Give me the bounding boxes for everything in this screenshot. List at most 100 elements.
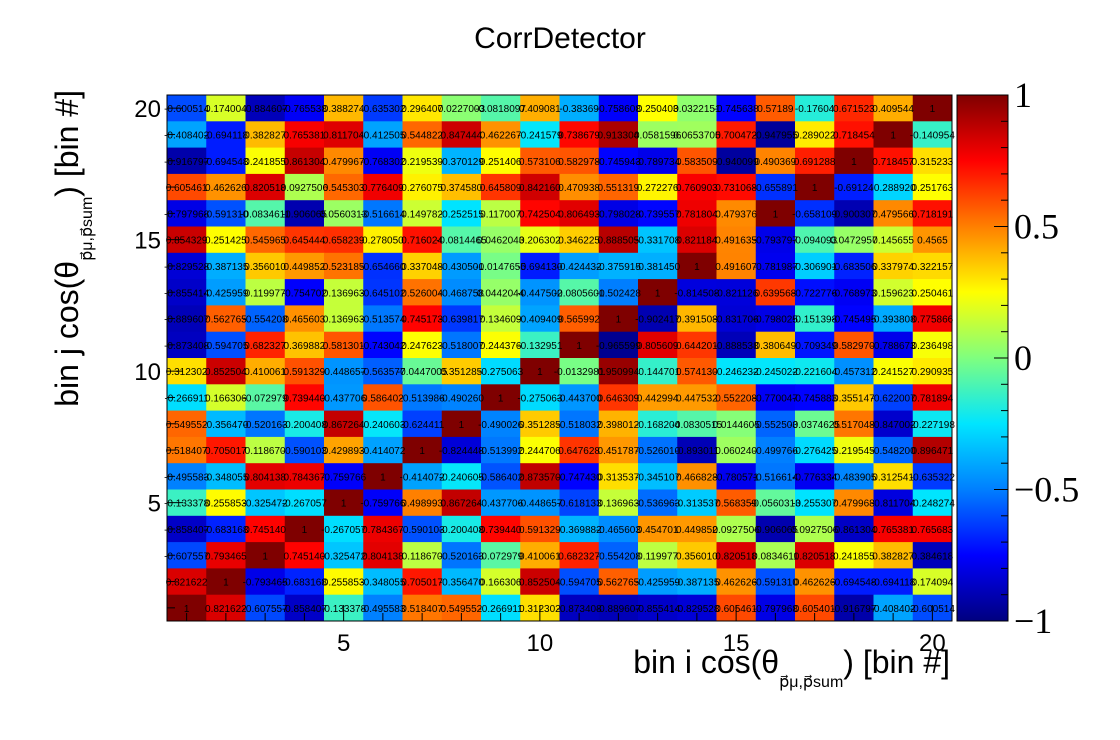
cell-value-label: -0.465603	[596, 525, 641, 536]
heatmap-cell	[873, 173, 914, 201]
heatmap-cell	[834, 121, 874, 149]
cell-value-label: 0.462626	[715, 578, 757, 589]
heatmap-cell	[755, 331, 796, 359]
cell-value-label: -0.821126	[714, 288, 759, 299]
cell-value-label: 0.118670	[245, 446, 286, 457]
cell-value-label: 0.718191	[912, 209, 954, 220]
heatmap-cell	[481, 226, 521, 254]
heatmap-cell	[638, 252, 678, 280]
cell-value-label: -0.745943	[596, 157, 641, 168]
heatmap-cell	[206, 305, 246, 333]
heatmap-cell	[912, 542, 953, 569]
cell-value-label: 0.739440	[284, 393, 326, 404]
heatmap-cell	[598, 147, 639, 175]
heatmap-cell	[638, 95, 678, 122]
heatmap-cell	[559, 568, 600, 596]
heatmap-cell	[324, 463, 364, 490]
cell-value-label: -0.889607	[596, 604, 641, 615]
heatmap-cell	[245, 173, 286, 201]
heatmap-cell	[638, 463, 678, 490]
cell-value-label: 0.658239	[323, 236, 365, 247]
cell-value-label: 0.551319	[598, 183, 640, 194]
heatmap-cell	[834, 305, 874, 333]
z-tick-label: −0.5	[1014, 470, 1079, 510]
heatmap-cell	[755, 305, 796, 333]
cell-value-label: 0.0581596	[634, 130, 682, 141]
y-axis-title-suffix: ) [bin #]	[49, 90, 85, 197]
cell-value-label: 0.272276	[637, 183, 679, 194]
heatmap-cell	[441, 305, 482, 333]
cell-value-label: 0.136963	[598, 499, 640, 510]
cell-value-label: -0.414072	[360, 446, 405, 457]
heatmap-cell	[716, 463, 757, 490]
heatmap-cell	[284, 279, 325, 306]
cell-value-label: 1	[576, 341, 582, 352]
heatmap-cell	[481, 95, 521, 122]
heatmap-cell	[324, 226, 364, 254]
cell-value-label: -0.17604	[795, 104, 835, 115]
heatmap-cell	[795, 331, 835, 359]
heatmap-cell	[677, 173, 717, 201]
heatmap-cell	[795, 305, 835, 333]
cell-value-label: -0.780571	[714, 472, 759, 483]
cell-value-label: 0.429893	[323, 446, 365, 457]
cell-value-label: 0.854329	[166, 236, 208, 247]
heatmap-cell	[598, 436, 639, 464]
heatmap-cell	[795, 121, 835, 149]
heatmap-cell	[834, 542, 874, 569]
heatmap-cell	[755, 95, 796, 122]
heatmap-cell	[245, 384, 286, 412]
cell-value-label: -0.513574	[360, 315, 405, 326]
heatmap-cell	[834, 173, 874, 201]
cell-value-label: 0.765381	[284, 130, 326, 141]
cell-value-label: 0.255853	[205, 499, 247, 510]
cell-value-label: 0.784367	[362, 525, 404, 536]
cell-value-label: 0.896471	[912, 446, 954, 457]
heatmap-cell	[559, 173, 600, 201]
cell-value-label: -0.947955	[753, 130, 798, 141]
cell-value-label: -0.855414	[164, 288, 209, 299]
cell-value-label: -0.745638	[714, 104, 759, 115]
heatmap-cell	[912, 252, 953, 280]
heatmap-cell	[559, 252, 600, 280]
heatmap-cell	[638, 568, 678, 596]
heatmap-cell	[638, 279, 678, 306]
cell-value-label: 0.718454	[833, 130, 875, 141]
cell-value-label: -0.151398	[792, 315, 837, 326]
heatmap-cell	[363, 515, 403, 543]
heatmap-cell	[598, 279, 639, 306]
cell-value-label: 0.0927506	[712, 525, 760, 536]
cell-value-label: 0.462267	[480, 130, 522, 141]
cell-value-label: -0.855414	[635, 604, 680, 615]
cell-value-label: 0.491635	[715, 236, 757, 247]
heatmap-cell	[481, 489, 521, 517]
heatmap-cell	[716, 226, 757, 254]
heatmap-cell	[912, 489, 953, 517]
cell-value-label: 0.278050	[362, 236, 404, 247]
heatmap-cell	[245, 463, 286, 490]
heatmap-cell	[481, 436, 521, 464]
heatmap-cell	[402, 95, 443, 122]
heatmap-cell	[716, 331, 757, 359]
cell-value-label: 0.705017	[401, 578, 443, 589]
heatmap-cell	[402, 542, 443, 569]
heatmap-cell	[245, 542, 286, 569]
cell-value-label: 0.479967	[323, 157, 365, 168]
cell-value-label: -0.094093	[792, 236, 837, 247]
heatmap-cell	[363, 200, 403, 227]
heatmap-cell	[324, 436, 364, 464]
cell-value-label: 0.739440	[480, 525, 522, 536]
cell-value-label: 0.605401	[794, 604, 836, 615]
cell-value-label: -0.227198	[910, 420, 955, 431]
z-tick-label: 0	[1014, 338, 1032, 378]
heatmap-cell	[755, 173, 796, 201]
heatmap-cell	[245, 200, 286, 227]
heatmap-cell	[441, 384, 482, 412]
heatmap-cell	[755, 200, 796, 227]
heatmap-cell	[402, 279, 443, 306]
heatmap-cell	[638, 173, 678, 201]
cell-value-label: -0.306901	[792, 262, 837, 273]
cell-value-label: 1	[380, 472, 386, 483]
cell-value-label: 0.565992	[558, 315, 600, 326]
heatmap-cell	[638, 121, 678, 149]
